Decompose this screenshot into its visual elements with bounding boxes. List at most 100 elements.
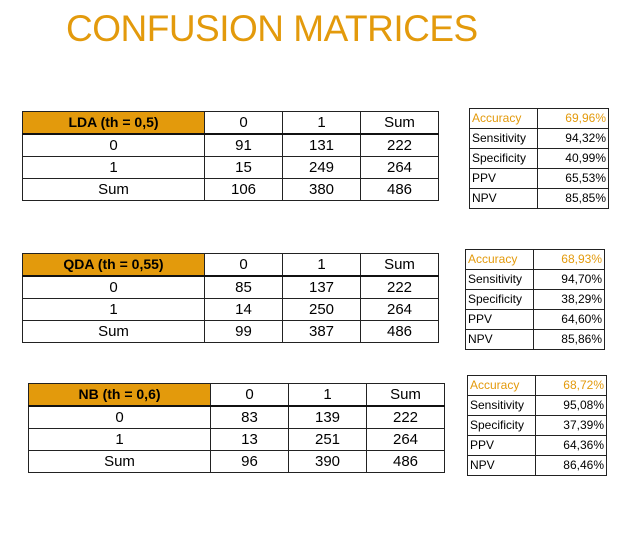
metrics-table-qda: Accuracy 68,93% Sensitivity 94,70% Specifi… (465, 249, 605, 350)
cell: 387 (282, 320, 361, 343)
metric-row: PPV 65,53% (469, 168, 609, 189)
table-row: Sum 96 390 486 (28, 450, 445, 473)
cell: 137 (282, 275, 361, 299)
cell: 486 (366, 450, 445, 473)
row-label: 0 (22, 275, 205, 299)
table-row: 1 15 249 264 (22, 156, 439, 179)
metric-value: 86,46% (535, 455, 607, 476)
metric-row: Accuracy 68,72% (467, 375, 607, 396)
col-header: 0 (204, 111, 283, 135)
col-header: 1 (288, 383, 367, 407)
cell: 131 (282, 133, 361, 157)
metric-name: NPV (465, 329, 534, 350)
cell: 96 (210, 450, 289, 473)
cell: 249 (282, 156, 361, 179)
cell: 83 (210, 405, 289, 429)
matrix-title: NB (th = 0,6) (28, 383, 211, 407)
metric-name: Accuracy (469, 108, 538, 129)
metric-value: 85,85% (537, 188, 609, 209)
cell: 222 (366, 405, 445, 429)
col-header: Sum (366, 383, 445, 407)
matrix-title: QDA (th = 0,55) (22, 253, 205, 277)
metric-value: 64,36% (535, 435, 607, 456)
metric-name: PPV (469, 168, 538, 189)
metric-value: 94,70% (533, 269, 605, 290)
matrix-header-row: LDA (th = 0,5) 0 1 Sum (22, 111, 439, 135)
col-header: 0 (210, 383, 289, 407)
cell: 264 (360, 298, 439, 321)
metric-row: Specificity 40,99% (469, 148, 609, 169)
cell: 85 (204, 275, 283, 299)
col-header: Sum (360, 253, 439, 277)
row-label: 0 (22, 133, 205, 157)
cell: 264 (360, 156, 439, 179)
metric-name: PPV (467, 435, 536, 456)
metric-name: Accuracy (465, 249, 534, 270)
cell: 250 (282, 298, 361, 321)
metric-row: PPV 64,60% (465, 309, 605, 330)
col-header: 1 (282, 253, 361, 277)
metric-value: 85,86% (533, 329, 605, 350)
metric-value: 68,93% (533, 249, 605, 270)
cell: 13 (210, 428, 289, 451)
row-label: 1 (22, 156, 205, 179)
col-header: Sum (360, 111, 439, 135)
cell: 222 (360, 133, 439, 157)
metric-name: Specificity (467, 415, 536, 436)
row-label: Sum (22, 178, 205, 201)
table-row: 0 91 131 222 (22, 133, 439, 157)
metric-row: Sensitivity 94,70% (465, 269, 605, 290)
metrics-table-nb: Accuracy 68,72% Sensitivity 95,08% Specifi… (467, 375, 607, 476)
table-row: Sum 99 387 486 (22, 320, 439, 343)
metric-value: 95,08% (535, 395, 607, 416)
table-row: 0 85 137 222 (22, 275, 439, 299)
matrix-header-row: NB (th = 0,6) 0 1 Sum (28, 383, 445, 407)
metric-name: Accuracy (467, 375, 536, 396)
row-label: 1 (22, 298, 205, 321)
matrix-title: LDA (th = 0,5) (22, 111, 205, 135)
confusion-matrix-lda: LDA (th = 0,5) 0 1 Sum 0 91 131 222 1 15… (22, 111, 439, 201)
table-row: Sum 106 380 486 (22, 178, 439, 201)
metric-value: 94,32% (537, 128, 609, 149)
metric-name: Sensitivity (467, 395, 536, 416)
col-header: 0 (204, 253, 283, 277)
metric-value: 37,39% (535, 415, 607, 436)
row-label: 1 (28, 428, 211, 451)
metric-row: Sensitivity 95,08% (467, 395, 607, 416)
table-row: 0 83 139 222 (28, 405, 445, 429)
cell: 390 (288, 450, 367, 473)
metric-row: Accuracy 69,96% (469, 108, 609, 129)
cell: 139 (288, 405, 367, 429)
cell: 106 (204, 178, 283, 201)
metric-row: Specificity 38,29% (465, 289, 605, 310)
confusion-matrix-qda: QDA (th = 0,55) 0 1 Sum 0 85 137 222 1 1… (22, 253, 439, 343)
col-header: 1 (282, 111, 361, 135)
metric-row: PPV 64,36% (467, 435, 607, 456)
cell: 222 (360, 275, 439, 299)
metric-row: Sensitivity 94,32% (469, 128, 609, 149)
metric-row: NPV 86,46% (467, 455, 607, 476)
cell: 380 (282, 178, 361, 201)
metric-value: 64,60% (533, 309, 605, 330)
metric-row: Specificity 37,39% (467, 415, 607, 436)
metric-name: NPV (467, 455, 536, 476)
metric-value: 38,29% (533, 289, 605, 310)
cell: 486 (360, 178, 439, 201)
confusion-matrix-nb: NB (th = 0,6) 0 1 Sum 0 83 139 222 1 13 … (28, 383, 445, 473)
metric-row: Accuracy 68,93% (465, 249, 605, 270)
table-row: 1 14 250 264 (22, 298, 439, 321)
cell: 486 (360, 320, 439, 343)
metric-name: Specificity (469, 148, 538, 169)
metric-name: Specificity (465, 289, 534, 310)
cell: 15 (204, 156, 283, 179)
metric-value: 40,99% (537, 148, 609, 169)
row-label: 0 (28, 405, 211, 429)
metric-name: Sensitivity (465, 269, 534, 290)
page-title: CONFUSION MATRICES (66, 8, 478, 49)
cell: 264 (366, 428, 445, 451)
metrics-table-lda: Accuracy 69,96% Sensitivity 94,32% Specifi… (469, 108, 609, 209)
metric-value: 65,53% (537, 168, 609, 189)
matrix-header-row: QDA (th = 0,55) 0 1 Sum (22, 253, 439, 277)
cell: 251 (288, 428, 367, 451)
metric-name: PPV (465, 309, 534, 330)
